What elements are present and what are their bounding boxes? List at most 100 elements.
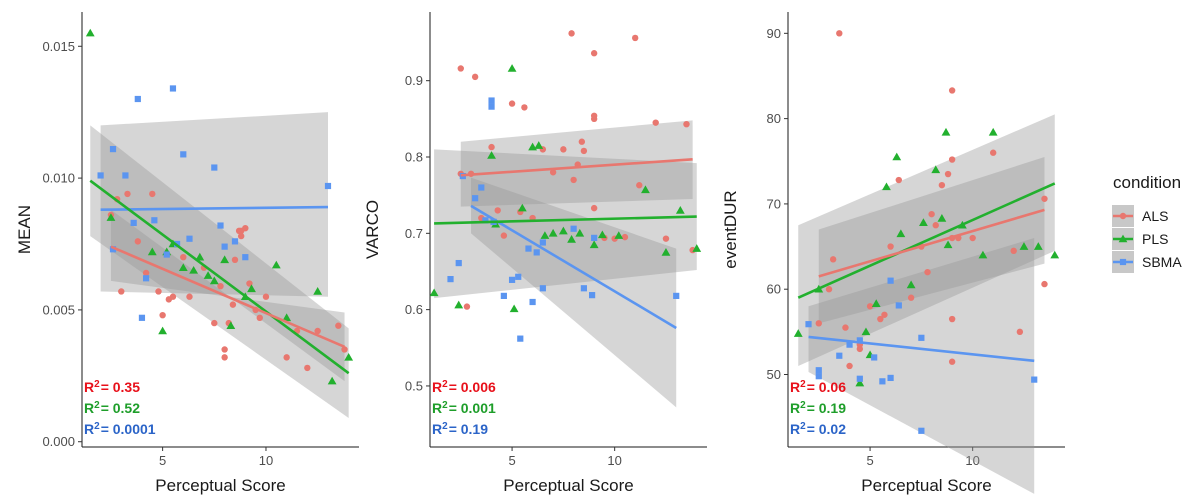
data-point-sbma bbox=[482, 217, 489, 224]
data-point-pls bbox=[988, 127, 998, 136]
r2-label-sbma: R2= 0.0001 bbox=[84, 421, 156, 437]
data-point-als bbox=[948, 156, 956, 163]
legend-label-pls: PLS bbox=[1142, 231, 1168, 247]
data-point-als bbox=[186, 293, 193, 300]
data-point-als bbox=[621, 233, 629, 241]
data-point-als bbox=[246, 280, 253, 287]
r2-label-pls: R2= 0.52 bbox=[84, 400, 140, 416]
data-point-pls bbox=[978, 250, 988, 259]
data-point-sbma bbox=[324, 182, 332, 190]
data-point-sbma bbox=[591, 234, 598, 241]
data-point-pls bbox=[661, 247, 671, 256]
data-point-pls bbox=[575, 228, 585, 237]
data-point-als bbox=[283, 354, 290, 361]
y-tick-label: 0.6 bbox=[405, 302, 423, 317]
regression-line-pls bbox=[797, 182, 1056, 299]
data-point-pls bbox=[692, 244, 702, 252]
regression-line-sbma bbox=[808, 335, 1035, 363]
data-point-sbma bbox=[163, 251, 170, 258]
data-point-als bbox=[142, 269, 150, 277]
data-point-als bbox=[314, 327, 321, 335]
data-point-als bbox=[229, 301, 237, 308]
data-point-sbma bbox=[588, 292, 596, 299]
data-point-pls bbox=[540, 231, 550, 239]
data-point-pls bbox=[507, 64, 517, 72]
data-point-als bbox=[134, 238, 142, 245]
y-axis-title: MEAN bbox=[15, 205, 34, 254]
data-point-pls bbox=[344, 352, 354, 361]
y-tick-label: 90 bbox=[767, 26, 781, 41]
data-point-als bbox=[948, 315, 956, 323]
data-point-sbma bbox=[217, 222, 224, 229]
data-point-als bbox=[938, 181, 946, 189]
y-tick-label: 50 bbox=[767, 367, 781, 382]
data-point-als bbox=[335, 322, 342, 329]
data-point-als bbox=[521, 104, 528, 111]
data-point-pls bbox=[882, 182, 891, 191]
data-point-pls bbox=[1050, 250, 1060, 259]
data-point-sbma bbox=[887, 374, 894, 382]
data-point-als bbox=[1041, 280, 1048, 288]
x-tick-label: 10 bbox=[259, 453, 273, 468]
data-point-als bbox=[580, 147, 588, 155]
data-point-sbma bbox=[97, 172, 104, 179]
data-point-pls bbox=[896, 229, 906, 238]
data-point-pls bbox=[937, 214, 947, 222]
confidence-band-pls bbox=[90, 125, 349, 418]
data-point-als bbox=[825, 286, 833, 293]
y-tick-label: 70 bbox=[767, 196, 781, 211]
data-point-pls bbox=[558, 226, 568, 235]
y-tick-label: 60 bbox=[767, 282, 781, 297]
legend-title: condition bbox=[1113, 173, 1181, 192]
y-tick-label: 0.8 bbox=[405, 150, 423, 165]
y-tick-label: 0.5 bbox=[405, 378, 423, 393]
data-point-pls bbox=[189, 265, 199, 274]
x-tick-label: 5 bbox=[159, 453, 166, 468]
data-point-pls bbox=[861, 327, 871, 336]
data-point-pls bbox=[1019, 242, 1029, 250]
data-point-als bbox=[948, 358, 956, 365]
data-point-als bbox=[231, 256, 239, 264]
data-point-als bbox=[471, 73, 479, 81]
data-point-als bbox=[590, 112, 598, 119]
data-point-als bbox=[928, 210, 935, 218]
data-point-als bbox=[631, 34, 639, 42]
data-point-sbma bbox=[151, 217, 158, 224]
data-point-als bbox=[924, 268, 931, 276]
data-point-sbma bbox=[815, 373, 822, 380]
data-point-als bbox=[969, 234, 976, 242]
data-point-als bbox=[262, 293, 270, 300]
data-point-als bbox=[652, 119, 659, 126]
data-point-als bbox=[211, 319, 218, 327]
data-point-als bbox=[1041, 195, 1048, 202]
data-point-als bbox=[842, 324, 849, 331]
data-point-sbma bbox=[130, 219, 137, 227]
data-point-pls bbox=[85, 28, 95, 37]
data-point-als bbox=[815, 320, 822, 327]
data-point-sbma bbox=[455, 259, 462, 267]
confidence-band-sbma bbox=[808, 238, 1035, 494]
data-point-sbma bbox=[529, 298, 536, 306]
data-point-sbma bbox=[918, 427, 925, 434]
data-point-als bbox=[846, 362, 853, 370]
confidence-band-als bbox=[818, 157, 1045, 324]
data-point-sbma bbox=[142, 275, 150, 282]
data-point-pls bbox=[454, 300, 464, 309]
data-point-sbma bbox=[186, 235, 193, 242]
data-point-sbma bbox=[242, 254, 249, 261]
regression-line-als bbox=[110, 245, 346, 349]
data-point-als bbox=[124, 190, 131, 198]
data-point-sbma bbox=[515, 273, 522, 280]
y-axis-title: eventDUR bbox=[721, 190, 740, 268]
data-point-sbma bbox=[570, 225, 577, 232]
data-point-als bbox=[494, 207, 501, 214]
legend-label-als: ALS bbox=[1142, 208, 1168, 224]
legend-key-als bbox=[1119, 212, 1127, 220]
data-point-sbma bbox=[517, 335, 524, 342]
data-point-als bbox=[500, 232, 508, 239]
data-point-sbma bbox=[488, 103, 495, 110]
data-point-pls bbox=[429, 288, 439, 297]
data-point-sbma bbox=[231, 238, 239, 245]
data-point-sbma bbox=[836, 352, 843, 359]
